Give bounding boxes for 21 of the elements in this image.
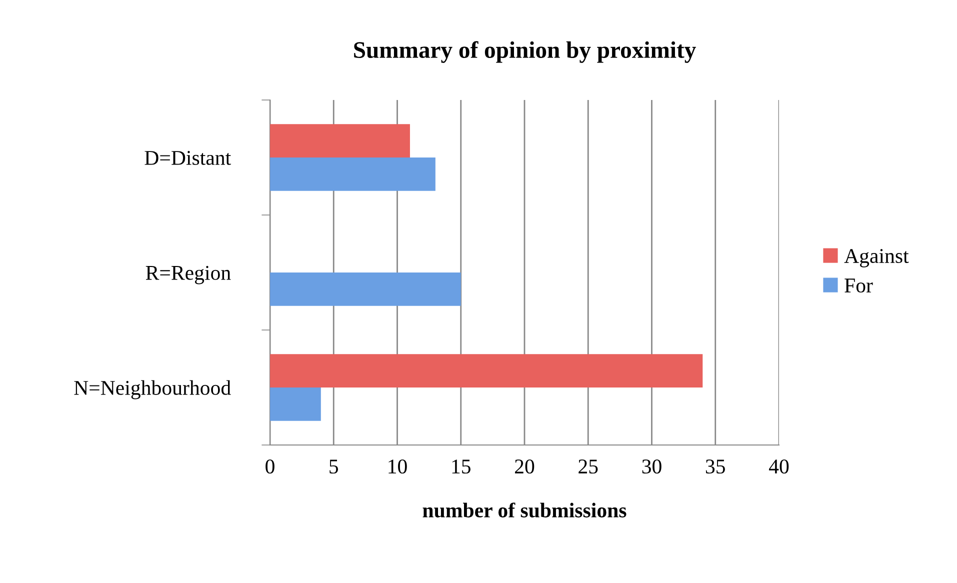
legend-label: Against <box>844 249 909 268</box>
y-tick-label: D=Distant <box>144 150 231 165</box>
x-tick-label: 35 <box>706 460 725 474</box>
bar <box>270 272 461 306</box>
x-tick-label: 0 <box>266 459 274 474</box>
y-tick-label: R=Region <box>146 266 231 284</box>
bar <box>270 388 321 421</box>
x-axis-title: number of submissions <box>422 502 626 518</box>
x-tick-label: 30 <box>642 459 662 474</box>
legend-label: For <box>844 278 873 293</box>
x-tick-label: 20 <box>515 459 534 474</box>
chart-title: Summary of opinion by proximity <box>354 41 696 63</box>
bar <box>270 158 436 191</box>
bar <box>270 354 703 388</box>
x-tick-label: 40 <box>768 459 789 474</box>
x-tick-label: 15 <box>452 460 470 474</box>
x-tick-label: 10 <box>388 459 407 474</box>
bar <box>270 124 410 158</box>
x-tick-label: 25 <box>578 460 598 474</box>
x-tick-label: 5 <box>330 460 338 474</box>
y-tick-label: N=Neighbourhood <box>74 380 231 400</box>
